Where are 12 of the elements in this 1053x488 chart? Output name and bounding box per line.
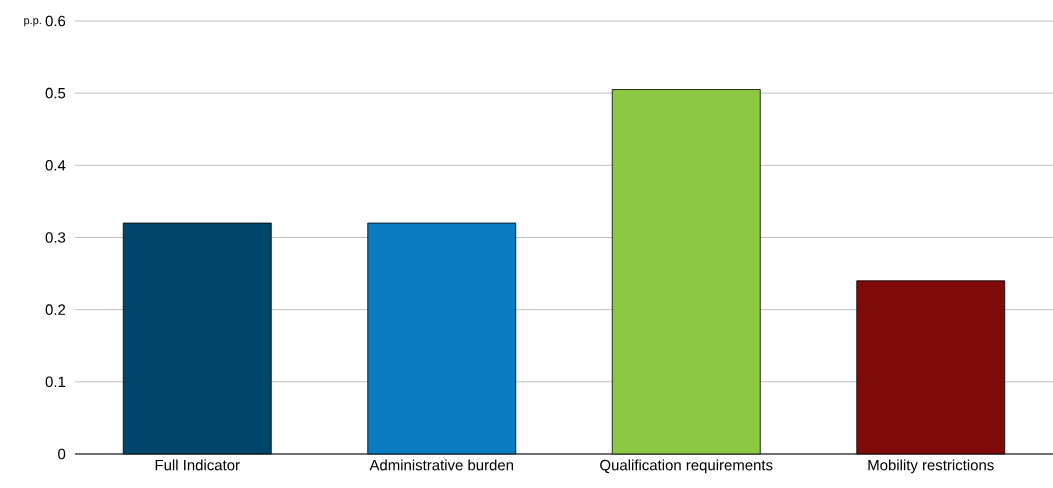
y-tick-label: 0.1 <box>45 376 66 388</box>
x-tick-label: Full Indicator <box>155 459 240 471</box>
x-tick-label: Mobility restrictions <box>868 459 994 474</box>
x-tick-label: Qualification requirements <box>600 459 773 474</box>
y-tick-label: 0.4 <box>45 160 66 171</box>
y-tick-label: 0.2 <box>45 304 66 315</box>
y-tick-label: 0.3 <box>45 232 66 243</box>
y-tick-label: 0 <box>58 448 66 460</box>
y-tick-label: 0.5 <box>45 87 66 99</box>
y-tick-label: 0.6 <box>45 15 66 27</box>
y-axis-title: p.p. <box>24 18 41 27</box>
x-tick-label: Administrative burden <box>369 459 514 471</box>
